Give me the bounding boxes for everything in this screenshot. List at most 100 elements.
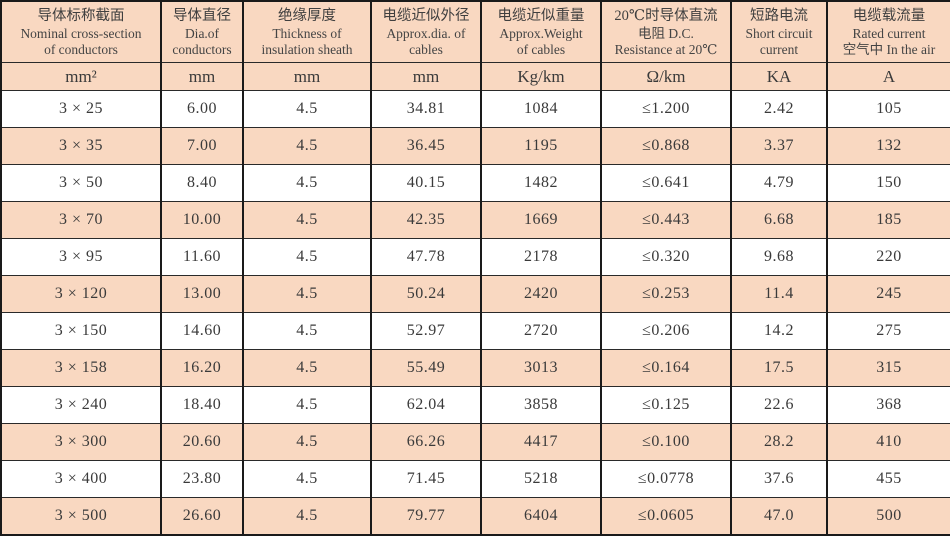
- column-header-6-en2: current: [759, 41, 799, 57]
- column-header-0-en1: Nominal cross-section: [20, 25, 142, 41]
- table-row: 3 × 150 14.60 4.5 52.97 2720 ≤0.206 14.2 275: [0, 312, 950, 350]
- table-cell: 36.45: [370, 127, 482, 165]
- table-cell: 3 × 35: [0, 127, 162, 165]
- column-header-1: 导体直径 Dia.of conductors: [160, 0, 244, 63]
- unit-cell-6: KA: [730, 62, 828, 91]
- table-cell: 4.5: [242, 497, 372, 536]
- table-cell: 3.37: [730, 127, 828, 165]
- table-cell: 8.40: [160, 164, 244, 202]
- table-cell: 3 × 240: [0, 386, 162, 424]
- unit-cell-4: Kg/km: [480, 62, 602, 91]
- table-cell: 245: [826, 275, 950, 313]
- column-header-7-en1: Rated current: [852, 25, 926, 41]
- table-cell: ≤0.320: [600, 238, 732, 276]
- column-header-1-zh: 导体直径: [173, 7, 231, 24]
- table-cell: ≤0.443: [600, 201, 732, 239]
- table-cell: 220: [826, 238, 950, 276]
- table-cell: 500: [826, 497, 950, 536]
- table-cell: 4.5: [242, 460, 372, 498]
- table-cell: 3 × 500: [0, 497, 162, 536]
- column-header-2-en2: insulation sheath: [261, 41, 353, 57]
- column-header-0-zh: 导体标称截面: [37, 7, 125, 24]
- table-cell: 3 × 25: [0, 90, 162, 128]
- table-cell: 11.60: [160, 238, 244, 276]
- column-header-7: 电缆载流量 Rated current 空气中 In the air: [826, 0, 950, 63]
- table-cell: 2.42: [730, 90, 828, 128]
- table-cell: 47.0: [730, 497, 828, 536]
- column-header-3: 电缆近似外径 Approx.dia. of cables: [370, 0, 482, 63]
- table-cell: 14.2: [730, 312, 828, 350]
- table-cell: 10.00: [160, 201, 244, 239]
- table-cell: 47.78: [370, 238, 482, 276]
- table-cell: 2420: [480, 275, 602, 313]
- column-header-7-zh: 电缆载流量: [852, 7, 926, 24]
- table-cell: 79.77: [370, 497, 482, 536]
- unit-cell-5: Ω/km: [600, 62, 732, 91]
- table-cell: 3 × 95: [0, 238, 162, 276]
- table-cell: 3 × 50: [0, 164, 162, 202]
- table-row: 3 × 240 18.40 4.5 62.04 3858 ≤0.125 22.6 368: [0, 386, 950, 424]
- table-cell: ≤0.125: [600, 386, 732, 424]
- table-cell: 22.6: [730, 386, 828, 424]
- table-cell: 3 × 150: [0, 312, 162, 350]
- unit-cell-1: mm: [160, 62, 244, 91]
- table-cell: 4417: [480, 423, 602, 461]
- unit-cell-2: mm: [242, 62, 372, 91]
- table-cell: 4.5: [242, 275, 372, 313]
- table-row: 3 × 158 16.20 4.5 55.49 3013 ≤0.164 17.5 315: [0, 349, 950, 387]
- table-cell: ≤0.206: [600, 312, 732, 350]
- column-header-4-en2: of cables: [516, 41, 566, 57]
- table-cell: 13.00: [160, 275, 244, 313]
- table-cell: 132: [826, 127, 950, 165]
- column-header-1-en1: Dia.of: [184, 25, 220, 41]
- table-cell: 55.49: [370, 349, 482, 387]
- column-header-6-en1: Short circuit: [745, 25, 813, 41]
- table-cell: 3 × 300: [0, 423, 162, 461]
- column-header-2: 绝缘厚度 Thickness of insulation sheath: [242, 0, 372, 63]
- table-cell: 6.68: [730, 201, 828, 239]
- column-header-1-en2: conductors: [172, 41, 232, 57]
- table-cell: ≤0.164: [600, 349, 732, 387]
- table-cell: 4.5: [242, 349, 372, 387]
- table-cell: 3013: [480, 349, 602, 387]
- table-cell: 9.68: [730, 238, 828, 276]
- column-header-5-en2: Resistance at 20℃: [614, 41, 718, 57]
- table-cell: 37.6: [730, 460, 828, 498]
- column-header-4-en1: Approx.Weight: [499, 25, 583, 41]
- table-cell: 455: [826, 460, 950, 498]
- table-cell: 4.5: [242, 423, 372, 461]
- table-cell: ≤1.200: [600, 90, 732, 128]
- table-cell: 105: [826, 90, 950, 128]
- table-cell: 42.35: [370, 201, 482, 239]
- table-cell: 3 × 120: [0, 275, 162, 313]
- table-cell: 71.45: [370, 460, 482, 498]
- header-title-row: 导体标称截面 Nominal cross-section of conductors…: [0, 0, 950, 63]
- table-row: 3 × 70 10.00 4.5 42.35 1669 ≤0.443 6.68 185: [0, 201, 950, 239]
- column-header-3-en2: cables: [409, 41, 443, 57]
- table-cell: ≤0.0778: [600, 460, 732, 498]
- table-row: 3 × 500 26.60 4.5 79.77 6404 ≤0.0605 47.0 500: [0, 497, 950, 536]
- table-cell: 4.5: [242, 164, 372, 202]
- table-cell: 4.79: [730, 164, 828, 202]
- table-cell: 26.60: [160, 497, 244, 536]
- column-header-6-zh: 短路电流: [750, 7, 808, 24]
- table-cell: 5218: [480, 460, 602, 498]
- table-cell: 3 × 158: [0, 349, 162, 387]
- table-cell: 1482: [480, 164, 602, 202]
- column-header-2-zh: 绝缘厚度: [278, 7, 336, 24]
- table-row: 3 × 35 7.00 4.5 36.45 1195 ≤0.868 3.37 132: [0, 127, 950, 165]
- column-header-3-en1: Approx.dia. of: [386, 25, 466, 41]
- column-header-7-en2: 空气中 In the air: [842, 41, 936, 57]
- column-header-3-zh: 电缆近似外径: [382, 7, 470, 24]
- table-cell: 50.24: [370, 275, 482, 313]
- table-cell: 410: [826, 423, 950, 461]
- table-cell: 4.5: [242, 312, 372, 350]
- table-cell: 4.5: [242, 201, 372, 239]
- table-cell: 23.80: [160, 460, 244, 498]
- column-header-4-zh: 电缆近似重量: [497, 7, 585, 24]
- table-cell: 3858: [480, 386, 602, 424]
- table-cell: 18.40: [160, 386, 244, 424]
- column-header-4: 电缆近似重量 Approx.Weight of cables: [480, 0, 602, 63]
- unit-cell-3: mm: [370, 62, 482, 91]
